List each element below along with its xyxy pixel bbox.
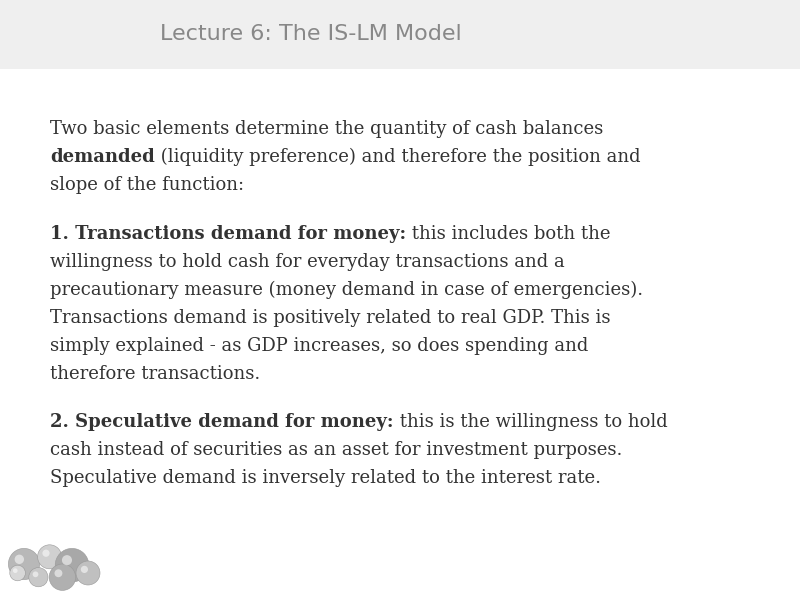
Text: simply explained - as GDP increases, so does spending and: simply explained - as GDP increases, so … — [50, 337, 588, 355]
Text: slope of the function:: slope of the function: — [50, 176, 244, 194]
Bar — [0, 0, 800, 69]
Text: (liquidity preference) and therefore the position and: (liquidity preference) and therefore the… — [154, 148, 640, 166]
Text: Two basic elements determine the quantity of cash balances: Two basic elements determine the quantit… — [50, 120, 603, 138]
Text: therefore transactions.: therefore transactions. — [50, 365, 260, 383]
Circle shape — [42, 550, 50, 557]
Text: demanded: demanded — [50, 148, 154, 166]
Text: this is the willingness to hold: this is the willingness to hold — [394, 413, 667, 431]
Circle shape — [10, 565, 26, 581]
Circle shape — [76, 561, 100, 585]
Circle shape — [8, 548, 40, 580]
Circle shape — [38, 545, 62, 569]
Text: precautionary measure (money demand in case of emergencies).: precautionary measure (money demand in c… — [50, 281, 643, 299]
Text: Transactions demand is positively related to real GDP. This is: Transactions demand is positively relate… — [50, 309, 610, 327]
Circle shape — [13, 568, 18, 573]
Text: 2. Speculative demand for money:: 2. Speculative demand for money: — [50, 413, 394, 431]
Circle shape — [29, 568, 48, 587]
Text: cash instead of securities as an asset for investment purposes.: cash instead of securities as an asset f… — [50, 441, 622, 459]
Text: Speculative demand is inversely related to the interest rate.: Speculative demand is inversely related … — [50, 469, 601, 487]
Circle shape — [55, 548, 89, 582]
Circle shape — [81, 566, 88, 573]
Text: this includes both the: this includes both the — [406, 225, 610, 243]
Circle shape — [33, 571, 38, 577]
Text: 1. Transactions demand for money:: 1. Transactions demand for money: — [50, 225, 406, 243]
Circle shape — [14, 554, 24, 564]
Text: willingness to hold cash for everyday transactions and a: willingness to hold cash for everyday tr… — [50, 253, 565, 271]
Circle shape — [62, 555, 72, 565]
Circle shape — [54, 569, 62, 577]
Text: Lecture 6: The IS-LM Model: Lecture 6: The IS-LM Model — [160, 25, 462, 44]
Circle shape — [50, 564, 75, 590]
